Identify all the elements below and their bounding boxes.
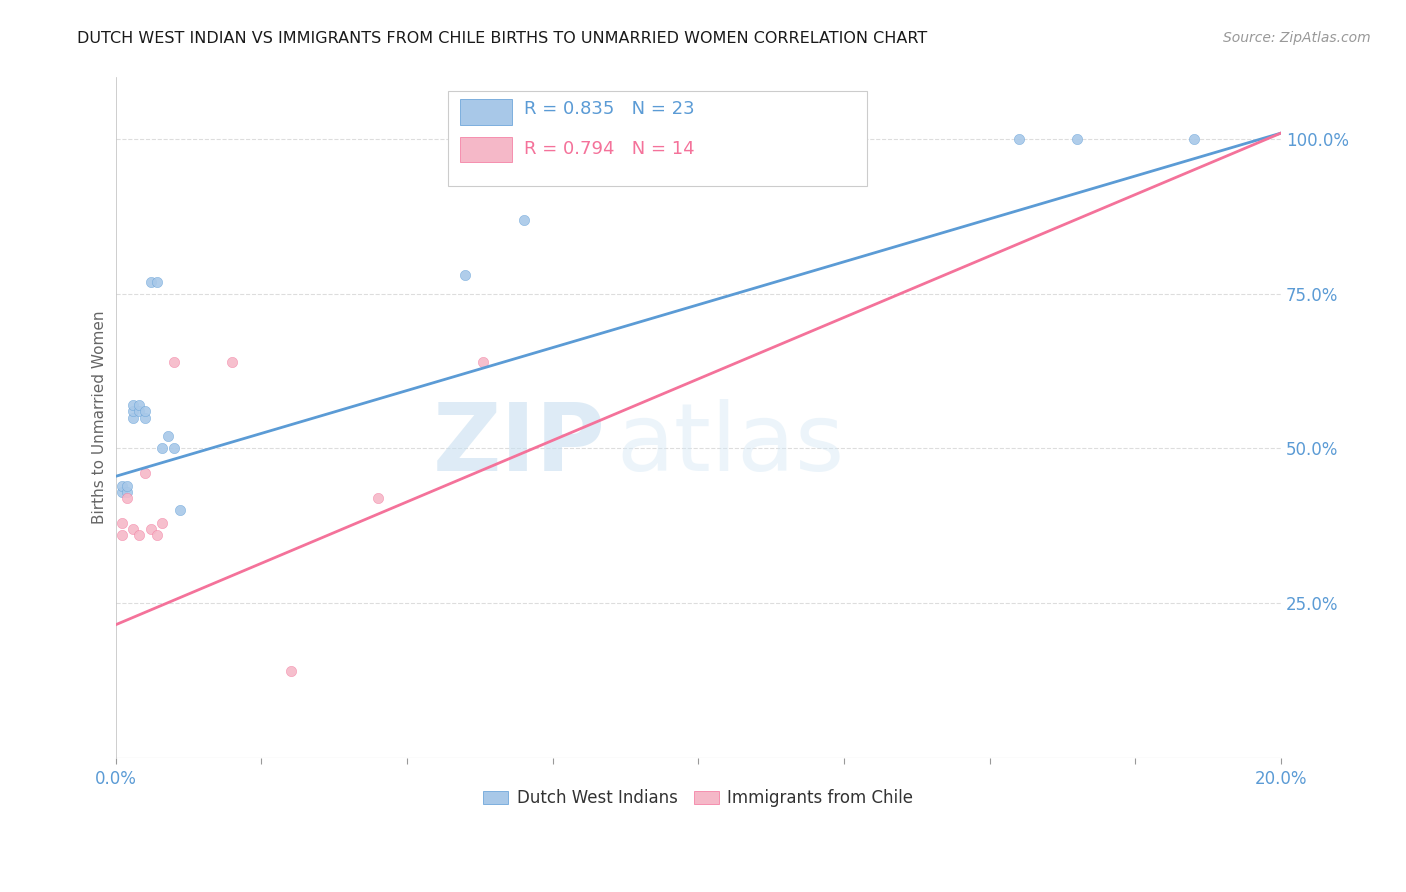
- Point: [128, 398, 150, 412]
- Text: R = 0.835   N = 23: R = 0.835 N = 23: [523, 101, 695, 119]
- Point: [128, 528, 150, 542]
- Point: [128, 404, 150, 418]
- Point: [716, 132, 738, 146]
- Point: [1066, 132, 1088, 146]
- Y-axis label: Births to Unmarried Women: Births to Unmarried Women: [93, 310, 107, 524]
- Text: R = 0.794   N = 14: R = 0.794 N = 14: [523, 140, 695, 158]
- Bar: [460, 136, 512, 162]
- Point: [1182, 132, 1205, 146]
- Point: [471, 355, 494, 369]
- Point: [145, 528, 167, 542]
- Point: [134, 404, 156, 418]
- Text: Source: ZipAtlas.com: Source: ZipAtlas.com: [1223, 31, 1371, 45]
- Point: [1008, 132, 1031, 146]
- Point: [111, 528, 134, 542]
- Point: [152, 442, 174, 456]
- Point: [111, 478, 134, 492]
- Point: [117, 491, 139, 505]
- Point: [454, 268, 477, 283]
- Point: [122, 410, 145, 425]
- Point: [139, 522, 162, 536]
- Text: ZIP: ZIP: [432, 399, 605, 491]
- Text: DUTCH WEST INDIAN VS IMMIGRANTS FROM CHILE BIRTHS TO UNMARRIED WOMEN CORRELATION: DUTCH WEST INDIAN VS IMMIGRANTS FROM CHI…: [77, 31, 928, 46]
- Point: [139, 275, 162, 289]
- Point: [157, 429, 180, 443]
- FancyBboxPatch shape: [449, 91, 868, 186]
- Point: [152, 516, 174, 530]
- Point: [512, 212, 534, 227]
- Point: [117, 478, 139, 492]
- Bar: [460, 99, 512, 125]
- Point: [367, 491, 389, 505]
- Point: [169, 503, 191, 517]
- Point: [221, 355, 243, 369]
- Point: [122, 522, 145, 536]
- Point: [134, 410, 156, 425]
- Point: [163, 442, 186, 456]
- Point: [280, 664, 302, 678]
- Point: [145, 275, 167, 289]
- Point: [122, 398, 145, 412]
- Legend: Dutch West Indians, Immigrants from Chile: Dutch West Indians, Immigrants from Chil…: [477, 782, 920, 814]
- Text: atlas: atlas: [617, 399, 845, 491]
- Point: [134, 466, 156, 480]
- Point: [111, 484, 134, 499]
- Point: [163, 355, 186, 369]
- Point: [122, 404, 145, 418]
- Point: [117, 484, 139, 499]
- Point: [111, 516, 134, 530]
